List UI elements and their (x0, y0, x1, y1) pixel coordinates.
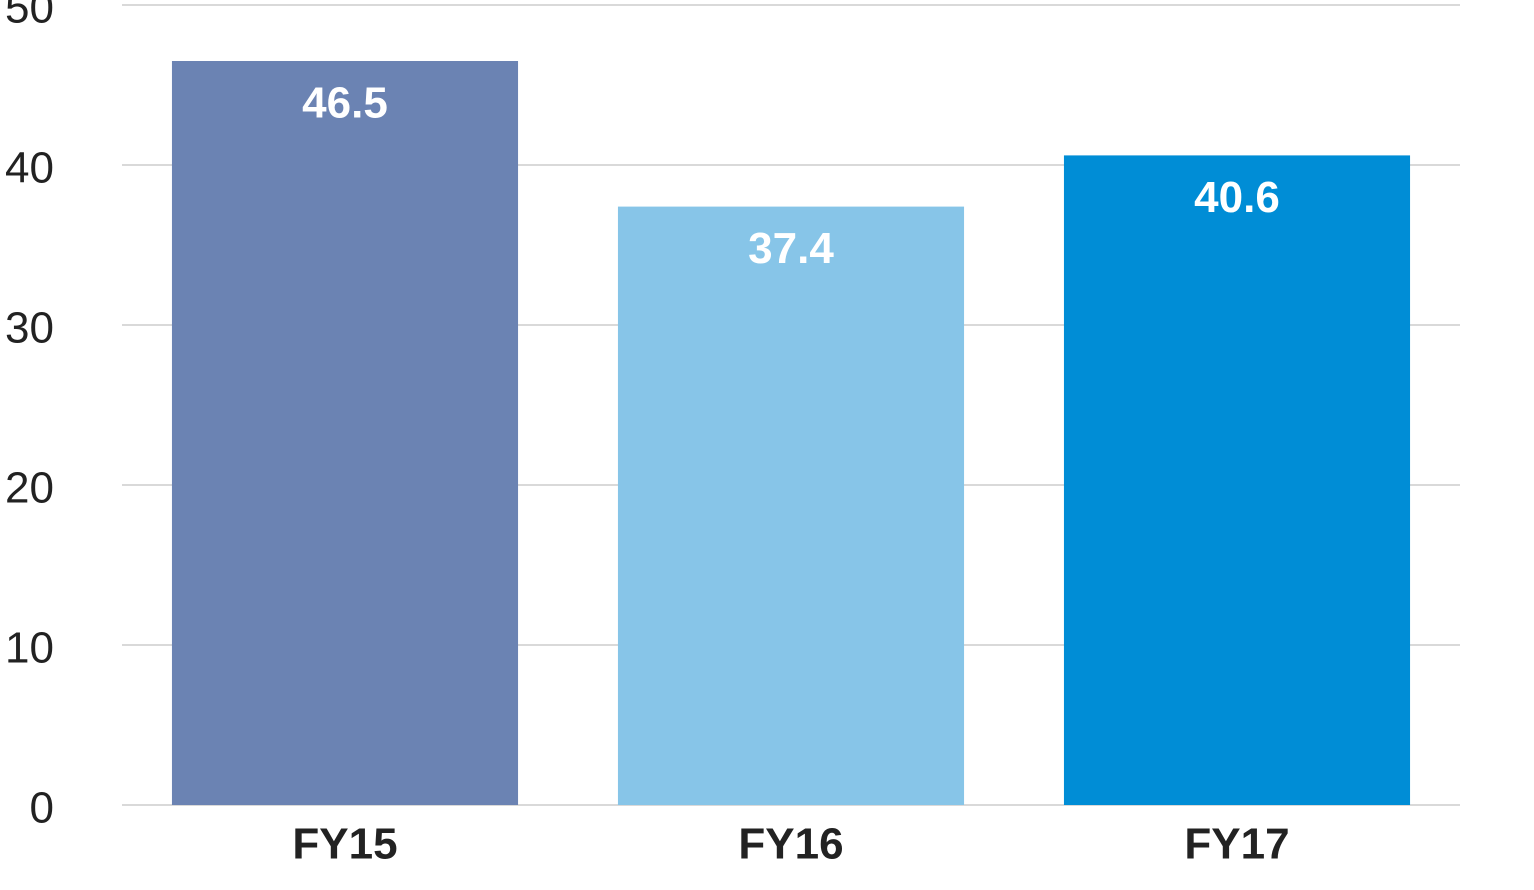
bar (171, 61, 519, 805)
y-tick-label: 0 (30, 784, 54, 833)
value-label: 37.4 (748, 224, 834, 273)
x-tick-label: FY15 (292, 820, 397, 869)
y-tick-label: 30 (5, 304, 54, 353)
y-tick-label: 10 (5, 624, 54, 673)
value-label: 46.5 (302, 79, 388, 128)
x-tick-label: FY17 (1184, 820, 1289, 869)
y-tick-label: 40 (5, 144, 54, 193)
value-label: 40.6 (1194, 173, 1280, 222)
x-tick-label: FY16 (738, 820, 843, 869)
bar (1063, 155, 1411, 805)
y-tick-label: 20 (5, 464, 54, 513)
bar (617, 206, 965, 806)
y-tick-label: 50 (5, 0, 54, 33)
